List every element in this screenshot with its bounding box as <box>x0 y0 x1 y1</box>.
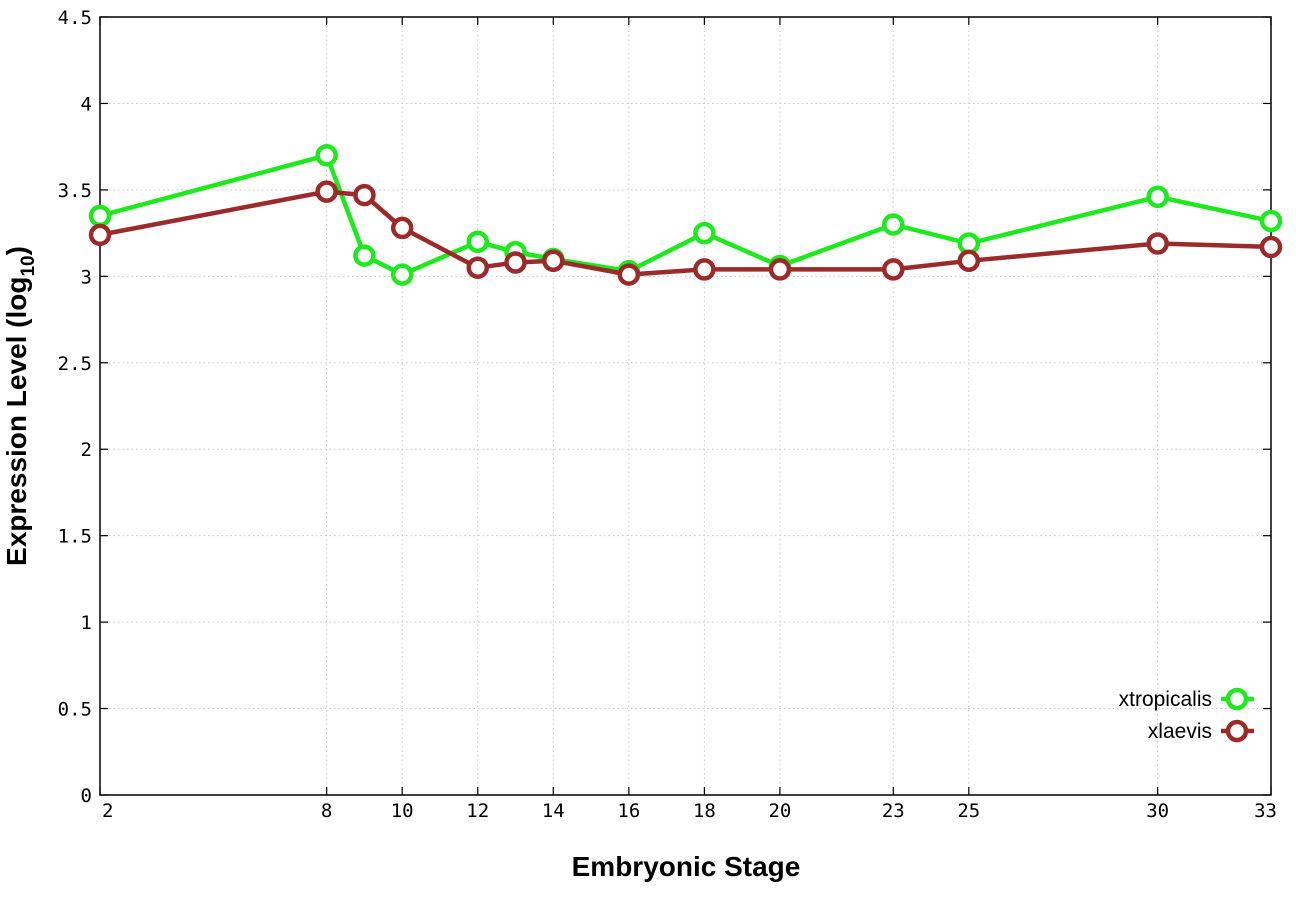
data-point <box>882 213 905 236</box>
y-tick-label: 0 <box>81 785 92 807</box>
legend-item: xtropicalis <box>1119 687 1254 711</box>
x-tick-label: 25 <box>957 800 980 822</box>
data-point <box>88 223 112 247</box>
x-tick-label: 18 <box>693 800 716 822</box>
legend-marker <box>1225 687 1249 711</box>
x-tick-label: 16 <box>617 800 640 822</box>
y-tick-label: 3.5 <box>58 180 92 202</box>
data-point <box>390 216 414 240</box>
legend-label: xtropicalis <box>1119 688 1212 711</box>
data-point <box>315 180 338 203</box>
data-point <box>1146 185 1169 209</box>
data-point <box>1259 209 1283 233</box>
data-point <box>504 251 527 274</box>
data-point <box>542 249 565 273</box>
data-point <box>617 263 641 286</box>
y-tick-label: 2.5 <box>58 353 92 375</box>
y-tick-label: 4 <box>81 93 92 115</box>
legend-item: xlaevis <box>1148 719 1254 743</box>
legend: xtropicalis xlaevis <box>1119 687 1254 743</box>
legend-marker <box>1225 719 1249 743</box>
y-tick-label: 1.5 <box>58 526 92 548</box>
x-tick-label: 23 <box>882 800 905 822</box>
data-point <box>1146 232 1169 255</box>
series <box>88 144 1283 286</box>
data-point <box>390 263 414 286</box>
y-tick-label: 3 <box>81 266 92 288</box>
plot-frame <box>99 16 1272 796</box>
series-xlaevis <box>88 180 1283 286</box>
axis-ticks: 0 0.5 1 1.5 2 2.5 3 3.5 4 4.5 2 8 10 12 14 16 18 20 23 25 30… <box>58 7 1277 822</box>
legend-label: xlaevis <box>1148 720 1212 743</box>
y-axis-title-subscript: 10 <box>18 255 39 276</box>
series-line <box>99 189 1272 277</box>
x-tick-label: 8 <box>321 800 332 822</box>
y-tick-label: 0.5 <box>58 699 92 721</box>
data-point <box>957 249 981 273</box>
y-axis-title: Expression Level (log10) <box>1 246 39 566</box>
x-tick-label: 30 <box>1146 800 1169 822</box>
data-point <box>768 258 792 281</box>
data-point <box>88 204 112 228</box>
data-point <box>466 230 489 254</box>
x-tick-label: 2 <box>102 800 113 822</box>
data-point <box>693 221 716 245</box>
y-tick-label: 4.5 <box>58 7 92 29</box>
series-xtropicalis <box>88 144 1283 286</box>
y-tick-label: 1 <box>81 612 92 634</box>
x-tick-label: 10 <box>391 800 414 822</box>
data-point <box>882 258 905 281</box>
series-line <box>99 153 1272 277</box>
y-tick-label: 2 <box>81 439 92 461</box>
y-axis-title-main: Expression Level (log <box>1 277 32 566</box>
x-axis-title: Embryonic Stage <box>572 851 801 882</box>
data-point <box>353 244 376 267</box>
data-point <box>1259 235 1283 259</box>
x-tick-label: 33 <box>1254 800 1277 822</box>
data-point <box>315 144 338 167</box>
x-tick-label: 20 <box>768 800 791 822</box>
x-tick-label: 12 <box>466 800 489 822</box>
data-point <box>353 183 376 207</box>
data-point <box>466 256 489 279</box>
data-point <box>693 258 716 281</box>
x-tick-label: 14 <box>542 800 565 822</box>
y-axis-title-close: ) <box>1 246 32 255</box>
grid <box>99 16 1272 796</box>
